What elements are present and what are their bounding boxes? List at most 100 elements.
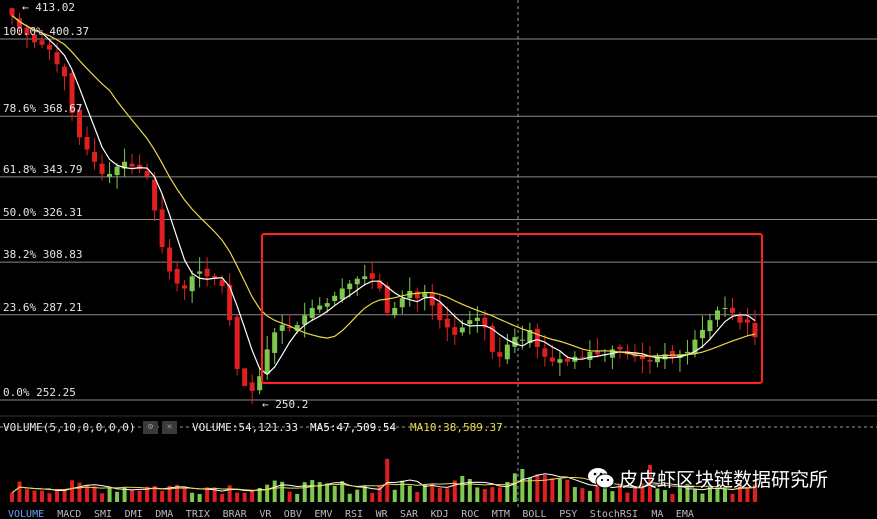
tab-roc[interactable]: ROC [461, 509, 480, 519]
tab-emv[interactable]: EMV [314, 509, 333, 519]
candle-body [99, 163, 105, 174]
candle-body [129, 163, 135, 167]
candle-body [737, 315, 743, 323]
volume-bar [325, 483, 330, 502]
fib-level-label: 78.6% 368.67 [3, 102, 83, 116]
candle-body [549, 357, 555, 362]
candle-body [564, 358, 570, 362]
tab-boll[interactable]: BOLL [522, 509, 547, 519]
volume-bar [617, 483, 622, 502]
candle-body [452, 327, 458, 335]
settings-icon[interactable]: ⚙ [143, 421, 158, 434]
tab-wr[interactable]: WR [375, 509, 388, 519]
fib-level-label: 61.8% 343.79 [3, 162, 83, 176]
volume-header: VOLUME(5,10,0,0,0,0) ⚙ ✕ VOLUME:54,121.3… [0, 418, 877, 438]
candle-body [174, 268, 180, 284]
tab-ema[interactable]: EMA [675, 509, 694, 519]
volume-bar [85, 485, 90, 502]
candle-body [444, 318, 450, 328]
volume-bar [550, 478, 555, 502]
volume-bar [182, 487, 187, 502]
tab-psy[interactable]: PSY [559, 509, 578, 519]
volume-bar [40, 490, 45, 502]
volume-bar [565, 479, 570, 502]
tab-stochrsi[interactable]: StochRSI [589, 509, 638, 519]
volume-bar [25, 489, 30, 502]
candle-body [302, 315, 308, 325]
highlight-box [261, 233, 763, 384]
candle-body [204, 268, 210, 277]
tab-vr[interactable]: VR [259, 509, 272, 519]
candle-body [669, 350, 675, 357]
tab-ma[interactable]: MA [651, 509, 664, 519]
candles [9, 8, 758, 404]
tab-mtm[interactable]: MTM [491, 509, 510, 519]
volume-bar [302, 482, 307, 502]
candle-body [587, 351, 593, 360]
volume-bar [190, 492, 195, 502]
candle-body [294, 325, 300, 331]
volume-bar [362, 485, 367, 502]
volume-bar [115, 491, 120, 502]
candle-body [557, 359, 563, 363]
candle-body [69, 73, 75, 114]
candle-body [542, 348, 548, 357]
tab-dma[interactable]: DMA [155, 509, 174, 519]
volume-bar [422, 484, 427, 502]
ma-slow-line [11, 15, 756, 357]
fib-level-label: 38.2% 308.83 [3, 248, 83, 262]
candle-body [707, 320, 713, 332]
volume-ma10: MA10:38,589.37 [410, 421, 503, 434]
tab-smi[interactable]: SMI [94, 509, 113, 519]
candle-body [122, 161, 128, 169]
volume-bar [347, 493, 352, 502]
close-icon[interactable]: ✕ [162, 421, 177, 434]
candle-body [392, 307, 398, 316]
tab-kdj[interactable]: KDJ [430, 509, 449, 519]
candle-body [54, 52, 60, 65]
volume-bar [662, 490, 667, 502]
volume-bar [250, 489, 255, 502]
wechat-icon [588, 468, 615, 489]
tab-trix[interactable]: TRIX [185, 509, 210, 519]
tab-macd[interactable]: MACD [57, 509, 82, 519]
tab-brar[interactable]: BRAR [222, 509, 247, 519]
tab-obv[interactable]: OBV [283, 509, 302, 519]
volume-bar [430, 483, 435, 502]
volume-bar [745, 487, 750, 502]
volume-bar [753, 484, 757, 502]
candle-body [317, 305, 323, 310]
volume-bar [677, 487, 682, 502]
volume-bar [497, 487, 502, 502]
low-price-label: ← 250.2 [262, 398, 309, 411]
indicator-tabs: VOLUME MACD SMI DMI DMA TRIX BRAR VR OBV EMV RSI WR… [0, 509, 877, 519]
candle-body [534, 328, 540, 347]
volume-bar [175, 484, 180, 502]
volume-ma5-line [11, 473, 756, 494]
watermark: 皮皮虾区块链数据研究所 [585, 464, 855, 494]
candle-body [647, 360, 653, 362]
candle-body [482, 317, 488, 328]
candle-body [639, 355, 645, 360]
volume-bar [220, 493, 225, 502]
tab-rsi[interactable]: RSI [345, 509, 364, 519]
volume-ma5: MA5:47,509.54 [310, 421, 397, 434]
candle-body [114, 166, 120, 176]
candle-body [92, 151, 98, 162]
volume-bar [272, 480, 277, 502]
volume-bar [212, 487, 217, 502]
volume-bar [475, 487, 480, 502]
volume-indicator-label[interactable]: VOLUME(5,10,0,0,0,0) [3, 421, 136, 434]
tab-sar[interactable]: SAR [400, 509, 419, 519]
volume-bar [310, 480, 315, 502]
volume-bar [640, 483, 645, 502]
candle-body [354, 278, 360, 285]
candle-body [512, 337, 518, 347]
tab-volume[interactable]: VOLUME [8, 509, 45, 519]
volume-bar [77, 482, 82, 502]
tab-dmi[interactable]: DMI [124, 509, 143, 519]
volume-bar [122, 487, 127, 502]
candle-body [212, 275, 218, 279]
candle-body [744, 319, 750, 323]
